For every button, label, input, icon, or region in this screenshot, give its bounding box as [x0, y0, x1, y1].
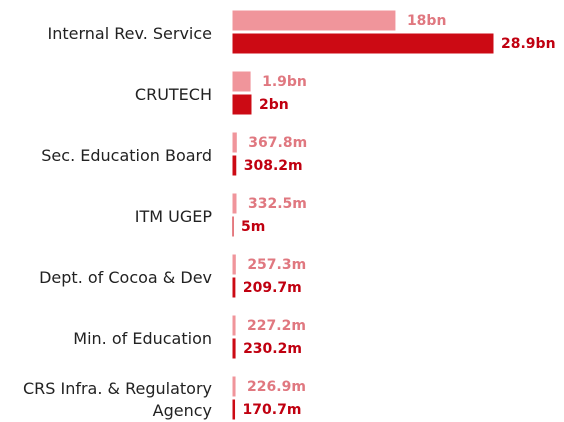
bar — [232, 132, 237, 153]
category-label: Sec. Education Board — [41, 146, 212, 165]
bar — [232, 399, 236, 420]
category-label: ITM UGEP — [134, 207, 212, 226]
bar — [232, 254, 236, 275]
category-label: Dept. of Cocoa & Dev — [39, 268, 212, 287]
bar — [232, 94, 252, 115]
bar — [232, 33, 494, 54]
category-label: CRUTECH — [134, 85, 212, 104]
value-label: 227.2m — [247, 318, 306, 334]
category-label: Internal Rev. Service — [47, 24, 212, 43]
bar — [232, 10, 396, 31]
category-label: Min. of Education — [73, 329, 212, 348]
bar — [232, 71, 251, 92]
value-label: 18bn — [407, 13, 446, 29]
category-label: CRS Infra. & Regulatory Agency — [22, 379, 212, 420]
value-label: 230.2m — [243, 341, 302, 357]
bar — [232, 277, 236, 298]
bar — [232, 193, 237, 214]
bar — [232, 338, 236, 359]
bar — [232, 315, 236, 336]
value-label: 28.9bn — [501, 36, 556, 52]
value-label: 5m — [241, 219, 265, 235]
value-label: 226.9m — [247, 379, 306, 395]
value-label: 332.5m — [248, 196, 307, 212]
value-label: 1.9bn — [262, 74, 307, 90]
value-label: 257.3m — [247, 257, 306, 273]
value-label: 170.7m — [243, 402, 302, 418]
value-label: 367.8m — [248, 135, 307, 151]
bar — [232, 376, 236, 397]
bar — [232, 155, 237, 176]
value-label: 209.7m — [243, 280, 302, 296]
value-label: 2bn — [259, 97, 289, 113]
value-label: 308.2m — [244, 158, 303, 174]
